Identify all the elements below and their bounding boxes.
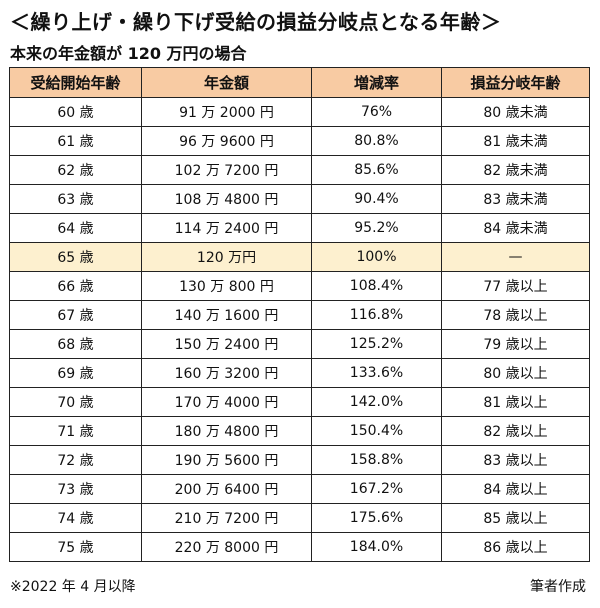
cell-breakeven-age: 83 歳以上 <box>441 445 590 475</box>
cell-breakeven-age: — <box>441 242 590 272</box>
cell-change-rate: 90.4% <box>311 184 442 214</box>
cell-breakeven-age: 79 歳以上 <box>441 329 590 359</box>
cell-start-age: 74 歳 <box>9 503 142 533</box>
table-row: 66 歳 130 万 800 円 108.4% 77 歳以上 <box>9 271 590 301</box>
cell-change-rate: 80.8% <box>311 126 442 156</box>
page-subtitle: 本来の年金額が 120 万円の場合 <box>10 44 247 63</box>
table-row: 72 歳 190 万 5600 円 158.8% 83 歳以上 <box>9 445 590 475</box>
cell-breakeven-age: 84 歳未満 <box>441 213 590 243</box>
pension-table: 受給開始年齢 年金額 増減率 損益分岐年齢 60 歳 91 万 2000 円 76%… <box>9 67 590 562</box>
cell-breakeven-age: 83 歳未満 <box>441 184 590 214</box>
cell-start-age: 68 歳 <box>9 329 142 359</box>
cell-change-rate: 184.0% <box>311 532 442 562</box>
table-row: 64 歳 114 万 2400 円 95.2% 84 歳未満 <box>9 213 590 243</box>
page-title: ＜繰り上げ・繰り下げ受給の損益分岐点となる年齢＞ <box>10 10 502 34</box>
cell-change-rate: 85.6% <box>311 155 442 185</box>
cell-change-rate: 133.6% <box>311 358 442 388</box>
header-breakeven-age: 損益分岐年齢 <box>441 67 590 98</box>
cell-start-age: 71 歳 <box>9 416 142 446</box>
cell-breakeven-age: 82 歳以上 <box>441 416 590 446</box>
cell-start-age: 61 歳 <box>9 126 142 156</box>
table-row: 67 歳 140 万 1600 円 116.8% 78 歳以上 <box>9 300 590 330</box>
table-row: 70 歳 170 万 4000 円 142.0% 81 歳以上 <box>9 387 590 417</box>
cell-pension-amount: 140 万 1600 円 <box>141 300 312 330</box>
cell-change-rate: 95.2% <box>311 213 442 243</box>
cell-change-rate: 108.4% <box>311 271 442 301</box>
cell-start-age: 67 歳 <box>9 300 142 330</box>
cell-change-rate: 175.6% <box>311 503 442 533</box>
table-row: 65 歳 120 万円 100% — <box>9 242 590 272</box>
cell-breakeven-age: 86 歳以上 <box>441 532 590 562</box>
table-row: 73 歳 200 万 6400 円 167.2% 84 歳以上 <box>9 474 590 504</box>
table-row: 74 歳 210 万 7200 円 175.6% 85 歳以上 <box>9 503 590 533</box>
cell-change-rate: 100% <box>311 242 442 272</box>
cell-start-age: 60 歳 <box>9 97 142 127</box>
cell-pension-amount: 150 万 2400 円 <box>141 329 312 359</box>
table-row: 75 歳 220 万 8000 円 184.0% 86 歳以上 <box>9 532 590 562</box>
cell-start-age: 64 歳 <box>9 213 142 243</box>
cell-change-rate: 142.0% <box>311 387 442 417</box>
cell-pension-amount: 130 万 800 円 <box>141 271 312 301</box>
cell-breakeven-age: 78 歳以上 <box>441 300 590 330</box>
cell-pension-amount: 220 万 8000 円 <box>141 532 312 562</box>
cell-pension-amount: 96 万 9600 円 <box>141 126 312 156</box>
cell-start-age: 66 歳 <box>9 271 142 301</box>
cell-breakeven-age: 85 歳以上 <box>441 503 590 533</box>
cell-change-rate: 167.2% <box>311 474 442 504</box>
cell-pension-amount: 160 万 3200 円 <box>141 358 312 388</box>
cell-pension-amount: 120 万円 <box>141 242 312 272</box>
table-row: 62 歳 102 万 7200 円 85.6% 82 歳未満 <box>9 155 590 185</box>
cell-breakeven-age: 77 歳以上 <box>441 271 590 301</box>
table-row: 69 歳 160 万 3200 円 133.6% 80 歳以上 <box>9 358 590 388</box>
table-row: 71 歳 180 万 4800 円 150.4% 82 歳以上 <box>9 416 590 446</box>
cell-start-age: 69 歳 <box>9 358 142 388</box>
table-row: 68 歳 150 万 2400 円 125.2% 79 歳以上 <box>9 329 590 359</box>
cell-pension-amount: 114 万 2400 円 <box>141 213 312 243</box>
table-row: 61 歳 96 万 9600 円 80.8% 81 歳未満 <box>9 126 590 156</box>
footer-note: ※2022 年 4 月以降 <box>10 579 136 595</box>
cell-start-age: 63 歳 <box>9 184 142 214</box>
cell-change-rate: 158.8% <box>311 445 442 475</box>
cell-change-rate: 116.8% <box>311 300 442 330</box>
cell-pension-amount: 108 万 4800 円 <box>141 184 312 214</box>
cell-breakeven-age: 80 歳未満 <box>441 97 590 127</box>
cell-start-age: 70 歳 <box>9 387 142 417</box>
header-change-rate: 増減率 <box>311 67 442 98</box>
cell-breakeven-age: 81 歳未満 <box>441 126 590 156</box>
cell-pension-amount: 210 万 7200 円 <box>141 503 312 533</box>
cell-pension-amount: 200 万 6400 円 <box>141 474 312 504</box>
cell-change-rate: 76% <box>311 97 442 127</box>
cell-breakeven-age: 84 歳以上 <box>441 474 590 504</box>
cell-change-rate: 125.2% <box>311 329 442 359</box>
cell-start-age: 75 歳 <box>9 532 142 562</box>
cell-breakeven-age: 80 歳以上 <box>441 358 590 388</box>
cell-pension-amount: 102 万 7200 円 <box>141 155 312 185</box>
cell-start-age: 65 歳 <box>9 242 142 272</box>
header-pension-amount: 年金額 <box>141 67 312 98</box>
table-header-row: 受給開始年齢 年金額 増減率 損益分岐年齢 <box>9 67 590 98</box>
cell-start-age: 62 歳 <box>9 155 142 185</box>
cell-start-age: 72 歳 <box>9 445 142 475</box>
cell-pension-amount: 180 万 4800 円 <box>141 416 312 446</box>
cell-change-rate: 150.4% <box>311 416 442 446</box>
table-row: 63 歳 108 万 4800 円 90.4% 83 歳未満 <box>9 184 590 214</box>
cell-pension-amount: 190 万 5600 円 <box>141 445 312 475</box>
cell-breakeven-age: 82 歳未満 <box>441 155 590 185</box>
header-start-age: 受給開始年齢 <box>9 67 142 98</box>
cell-pension-amount: 170 万 4000 円 <box>141 387 312 417</box>
footer-author: 筆者作成 <box>530 579 586 595</box>
cell-breakeven-age: 81 歳以上 <box>441 387 590 417</box>
cell-start-age: 73 歳 <box>9 474 142 504</box>
table-row: 60 歳 91 万 2000 円 76% 80 歳未満 <box>9 97 590 127</box>
cell-pension-amount: 91 万 2000 円 <box>141 97 312 127</box>
